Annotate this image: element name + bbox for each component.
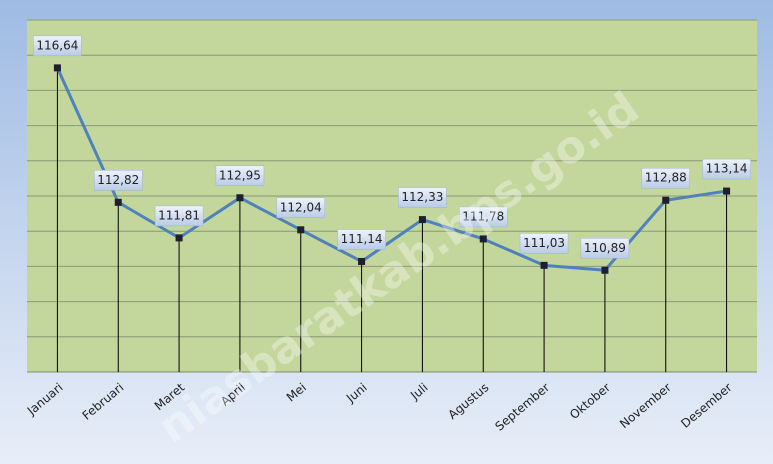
label-box [641,167,690,189]
data-label: 112,95 [219,168,261,182]
marker [418,216,426,224]
label-box [154,205,204,227]
marker [479,235,487,243]
line [56,67,727,272]
data-label: 111,81 [158,208,200,222]
marker [723,187,731,195]
label-box [459,206,508,228]
data-label: 112,33 [401,190,443,204]
marker [297,226,305,234]
data-label: 116,64 [36,38,78,52]
marker [175,234,183,242]
label-box [276,197,325,219]
label-box [215,165,265,187]
marker [236,194,244,202]
marker [540,261,548,269]
data-label: 111,78 [462,209,504,223]
data-label: 112,04 [280,200,322,214]
marker [114,198,122,206]
label-box [580,238,630,259]
marker [358,257,366,265]
label-box [337,229,386,250]
data-label: 112,82 [97,173,139,187]
label-box [702,158,751,180]
marker [662,196,670,204]
marker [53,64,61,72]
label-box [398,187,447,208]
data-label: 112,88 [645,171,687,185]
marker [601,266,609,274]
label-box [33,35,82,57]
data-label: 111,03 [523,236,565,250]
data-label: 110,89 [584,241,626,255]
label-box [94,170,143,191]
label-box [519,233,569,254]
data-label: 111,14 [341,232,383,246]
data-label: 113,14 [706,162,748,176]
